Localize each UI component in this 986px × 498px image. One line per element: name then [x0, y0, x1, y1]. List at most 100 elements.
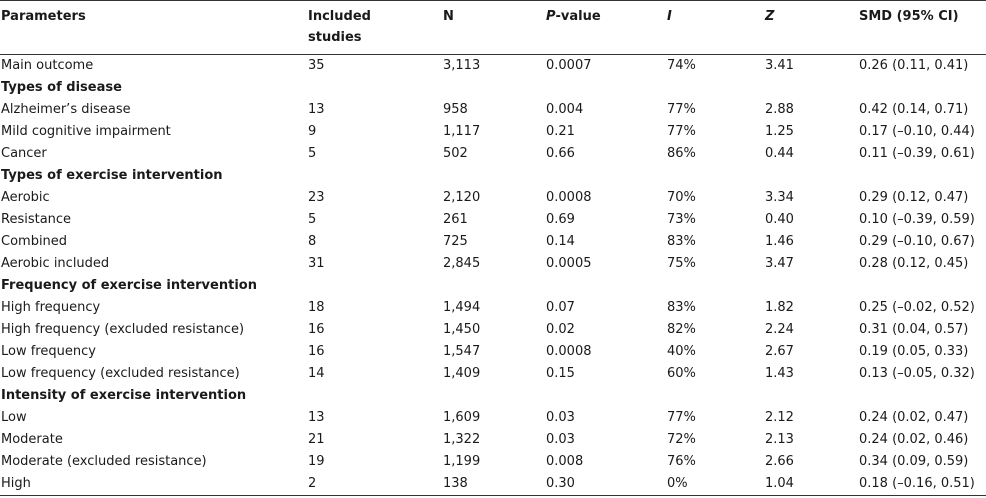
row-label: Moderate (excluded resistance): [1, 454, 207, 469]
cell-studies: 19: [308, 454, 325, 469]
section-header-row: Frequency of exercise intervention: [0, 275, 986, 297]
cell-i: 82%: [667, 322, 696, 337]
row-label: Aerobic: [1, 190, 50, 205]
section-header-row: Types of disease: [0, 77, 986, 99]
cell-z: 3.34: [765, 190, 794, 205]
cell-studies: 21: [308, 432, 325, 447]
table-row: High frequency 18 1,494 0.07 83% 1.82 0.25 (–0…: [0, 297, 986, 319]
cell-studies: 16: [308, 344, 325, 359]
cell-n: 1,609: [443, 410, 481, 425]
cell-p-value: 0.03: [546, 432, 575, 447]
cell-p-value: 0.004: [546, 102, 584, 117]
cell-n: 1,494: [443, 300, 481, 315]
table-row: High frequency (excluded resistance) 16 1,…: [0, 319, 986, 341]
cell-smd: 0.13 (–0.05, 0.32): [859, 366, 975, 381]
header-parameters: Parameters: [0, 0, 306, 55]
cell-smd: 0.18 (–0.16, 0.51): [857, 473, 986, 496]
cell-n: 725: [443, 234, 468, 249]
cell-n: 1,322: [443, 432, 481, 447]
cell-n: 1,547: [443, 344, 481, 359]
table-row: Moderate (excluded resistance) 19 1,199 0.0…: [0, 451, 986, 473]
cell-z: 1.25: [765, 124, 794, 139]
cell-smd: 0.42 (0.14, 0.71): [859, 102, 969, 117]
cell-i: 60%: [667, 366, 696, 381]
cell-p-value: 0.0008: [546, 344, 592, 359]
cell-n: 3,113: [443, 58, 481, 73]
cell-i: 73%: [667, 212, 696, 227]
cell-n: 1,409: [443, 366, 481, 381]
cell-smd: 0.34 (0.09, 0.59): [859, 454, 969, 469]
row-label: Moderate: [1, 432, 63, 447]
cell-smd: 0.28 (0.12, 0.45): [859, 256, 969, 271]
cell-z: 2.13: [765, 432, 794, 447]
header-included-studies: Included studies: [306, 0, 441, 55]
cell-studies: 5: [308, 146, 317, 161]
header-p-italic: P: [546, 9, 556, 24]
cell-n: 1,450: [443, 322, 481, 337]
cell-z: 3.47: [765, 256, 794, 271]
cell-smd: 0.19 (0.05, 0.33): [859, 344, 969, 359]
cell-z: 3.41: [765, 58, 794, 73]
cell-z: 0.44: [765, 146, 794, 161]
section-header-row: Types of exercise intervention: [0, 165, 986, 187]
row-label: Main outcome: [1, 58, 94, 73]
header-i: I: [665, 0, 763, 55]
section-header-row: Intensity of exercise intervention: [0, 385, 986, 407]
table-body: Main outcome 35 3,113 0.0007 74% 3.41 0.26 (0.…: [0, 55, 986, 496]
cell-studies: 5: [308, 212, 317, 227]
table-row: Moderate 21 1,322 0.03 72% 2.13 0.24 (0.02, 0.…: [0, 429, 986, 451]
cell-p-value: 0.0007: [546, 58, 592, 73]
row-label: High: [0, 473, 306, 496]
cell-i: 77%: [667, 124, 696, 139]
cell-studies: 8: [308, 234, 317, 249]
header-n: N: [441, 0, 544, 55]
cell-i: 72%: [667, 432, 696, 447]
table-row: Aerobic included 31 2,845 0.0005 75% 3.47 0.28…: [0, 253, 986, 275]
cell-z: 1.04: [763, 473, 857, 496]
header-row: Parameters Included studies N P-value I Z…: [0, 0, 986, 55]
cell-p-value: 0.03: [546, 410, 575, 425]
cell-n: 502: [443, 146, 468, 161]
cell-studies: 13: [308, 410, 325, 425]
cell-z: 2.66: [765, 454, 794, 469]
cell-studies: 31: [308, 256, 325, 271]
cell-p-value: 0.14: [546, 234, 575, 249]
cell-smd: 0.31 (0.04, 0.57): [859, 322, 969, 337]
cell-p-value: 0.21: [546, 124, 575, 139]
cell-p-value: 0.15: [546, 366, 575, 381]
cell-smd: 0.29 (0.12, 0.47): [859, 190, 969, 205]
cell-smd: 0.26 (0.11, 0.41): [859, 58, 969, 73]
cell-i: 77%: [667, 410, 696, 425]
cell-z: 1.82: [765, 300, 794, 315]
cell-smd: 0.24 (0.02, 0.46): [859, 432, 969, 447]
cell-i: 77%: [667, 102, 696, 117]
section-title: Intensity of exercise intervention: [1, 388, 247, 403]
cell-i: 75%: [667, 256, 696, 271]
header-p-value: P-value: [544, 0, 665, 55]
cell-i: 40%: [667, 344, 696, 359]
cell-z: 2.88: [765, 102, 794, 117]
table-row: Low 13 1,609 0.03 77% 2.12 0.24 (0.02, 0.47): [0, 407, 986, 429]
cell-n: 1,117: [443, 124, 481, 139]
row-label: Resistance: [1, 212, 72, 227]
cell-z: 1.43: [765, 366, 794, 381]
cell-studies: 14: [308, 366, 325, 381]
table-row: Main outcome 35 3,113 0.0007 74% 3.41 0.26 (0.…: [0, 55, 986, 78]
cell-i: 86%: [667, 146, 696, 161]
cell-smd: 0.29 (–0.10, 0.67): [859, 234, 975, 249]
cell-p-value: 0.66: [546, 146, 575, 161]
cell-studies: 2: [306, 473, 441, 496]
table-row: Resistance 5 261 0.69 73% 0.40 0.10 (–0.39, 0.…: [0, 209, 986, 231]
cell-smd: 0.11 (–0.39, 0.61): [859, 146, 975, 161]
cell-n: 2,120: [443, 190, 481, 205]
row-label: Mild cognitive impairment: [1, 124, 171, 139]
cell-p-value: 0.07: [546, 300, 575, 315]
cell-studies: 13: [308, 102, 325, 117]
row-label: Combined: [1, 234, 68, 249]
header-p-rest: -value: [555, 9, 601, 24]
cell-smd: 0.17 (–0.10, 0.44): [859, 124, 975, 139]
row-label: Aerobic included: [1, 256, 110, 271]
table-row: Combined 8 725 0.14 83% 1.46 0.29 (–0.10, 0.67…: [0, 231, 986, 253]
cell-studies: 9: [308, 124, 317, 139]
table-row: Aerobic 23 2,120 0.0008 70% 3.34 0.29 (0.12, 0…: [0, 187, 986, 209]
